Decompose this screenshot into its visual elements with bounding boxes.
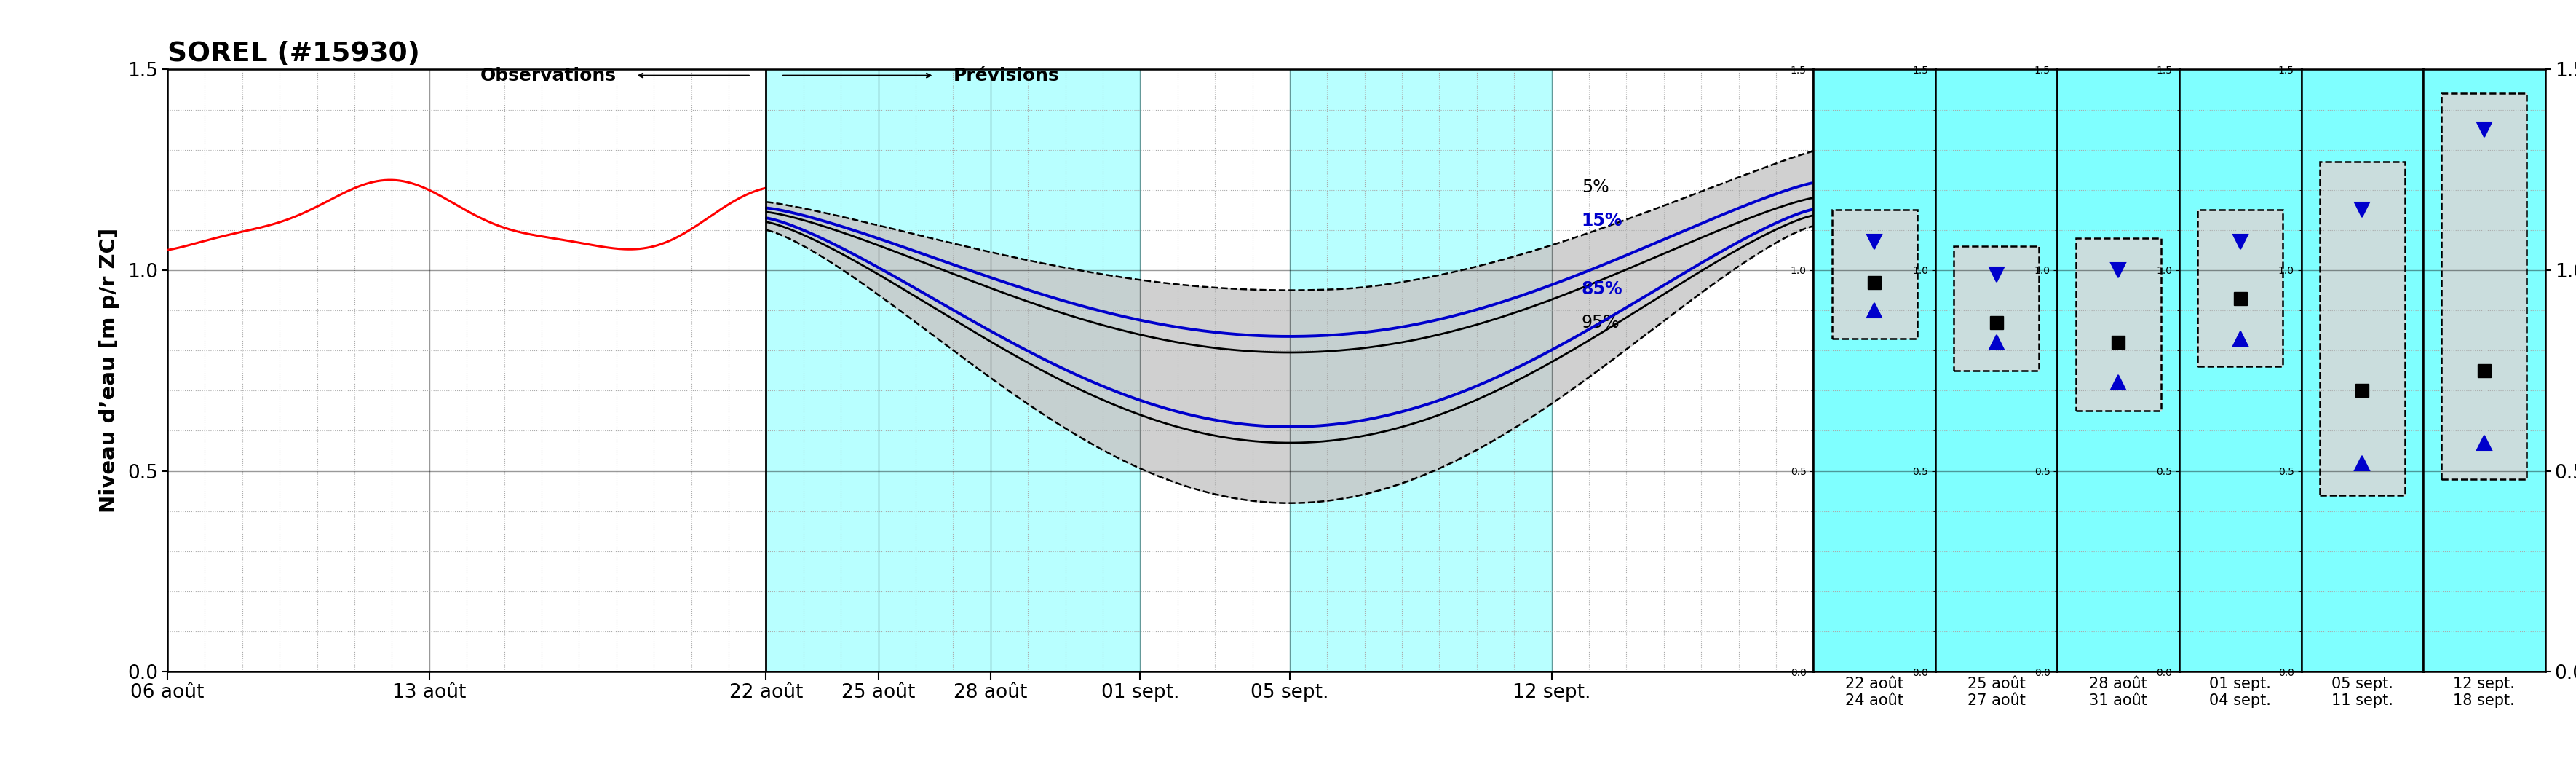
Text: Observations: Observations [479, 66, 616, 84]
Bar [2318, 162, 2406, 495]
X-axis label: 01 sept.
04 sept.: 01 sept. 04 sept. [2210, 677, 2272, 708]
Bar [765, 69, 1141, 672]
Text: 5%: 5% [1582, 178, 1610, 196]
Text: SOREL (#15930): SOREL (#15930) [167, 41, 420, 67]
X-axis label: 05 sept.
11 sept.: 05 sept. 11 sept. [2331, 677, 2393, 708]
X-axis label: 12 sept.
18 sept.: 12 sept. 18 sept. [2452, 677, 2514, 708]
Y-axis label: Niveau d’eau [m p/r ZC]: Niveau d’eau [m p/r ZC] [98, 228, 118, 513]
Text: 85%: 85% [1582, 280, 1623, 298]
Bar [2442, 93, 2527, 479]
Bar [2197, 210, 2282, 367]
Bar [1953, 246, 2040, 371]
Bar [1832, 210, 1917, 338]
X-axis label: 25 août
27 août: 25 août 27 août [1968, 677, 2025, 708]
Text: Prévisions: Prévisions [953, 66, 1059, 84]
Bar [1291, 69, 1551, 672]
Text: 95%: 95% [1582, 313, 1620, 331]
X-axis label: 22 août
24 août: 22 août 24 août [1844, 677, 1904, 708]
Text: 15%: 15% [1582, 212, 1623, 229]
X-axis label: 28 août
31 août: 28 août 31 août [2089, 677, 2148, 708]
Bar [2076, 238, 2161, 411]
